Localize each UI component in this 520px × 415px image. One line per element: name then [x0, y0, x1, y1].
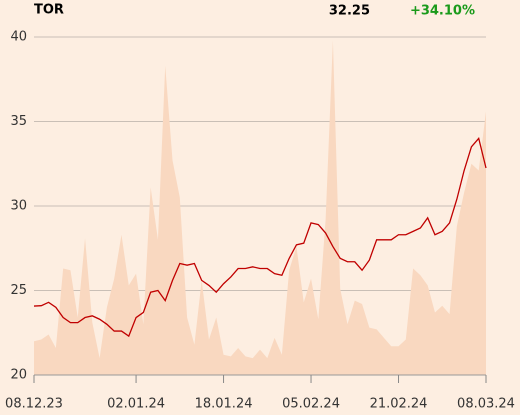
y-tick-label: 20 — [10, 368, 27, 383]
ticker: TOR — [34, 3, 64, 18]
x-tick-label: 08.12.23 — [5, 397, 63, 412]
y-tick-label: 30 — [10, 199, 27, 214]
volume-area — [34, 40, 486, 375]
x-tick-label: 08.03.24 — [457, 397, 515, 412]
x-tick-label: 18.01.24 — [195, 397, 253, 412]
y-tick-label: 35 — [10, 114, 27, 129]
x-tick-label: 21.02.24 — [370, 397, 428, 412]
price-line — [33, 137, 487, 338]
change: +34.10% — [410, 4, 475, 19]
x-tick-label: 05.02.24 — [282, 397, 340, 412]
y-tick-label: 25 — [10, 283, 27, 298]
x-tick-label: 02.01.24 — [107, 397, 165, 412]
last-price: 32.25 — [329, 4, 370, 19]
y-tick-label: 40 — [10, 30, 27, 45]
